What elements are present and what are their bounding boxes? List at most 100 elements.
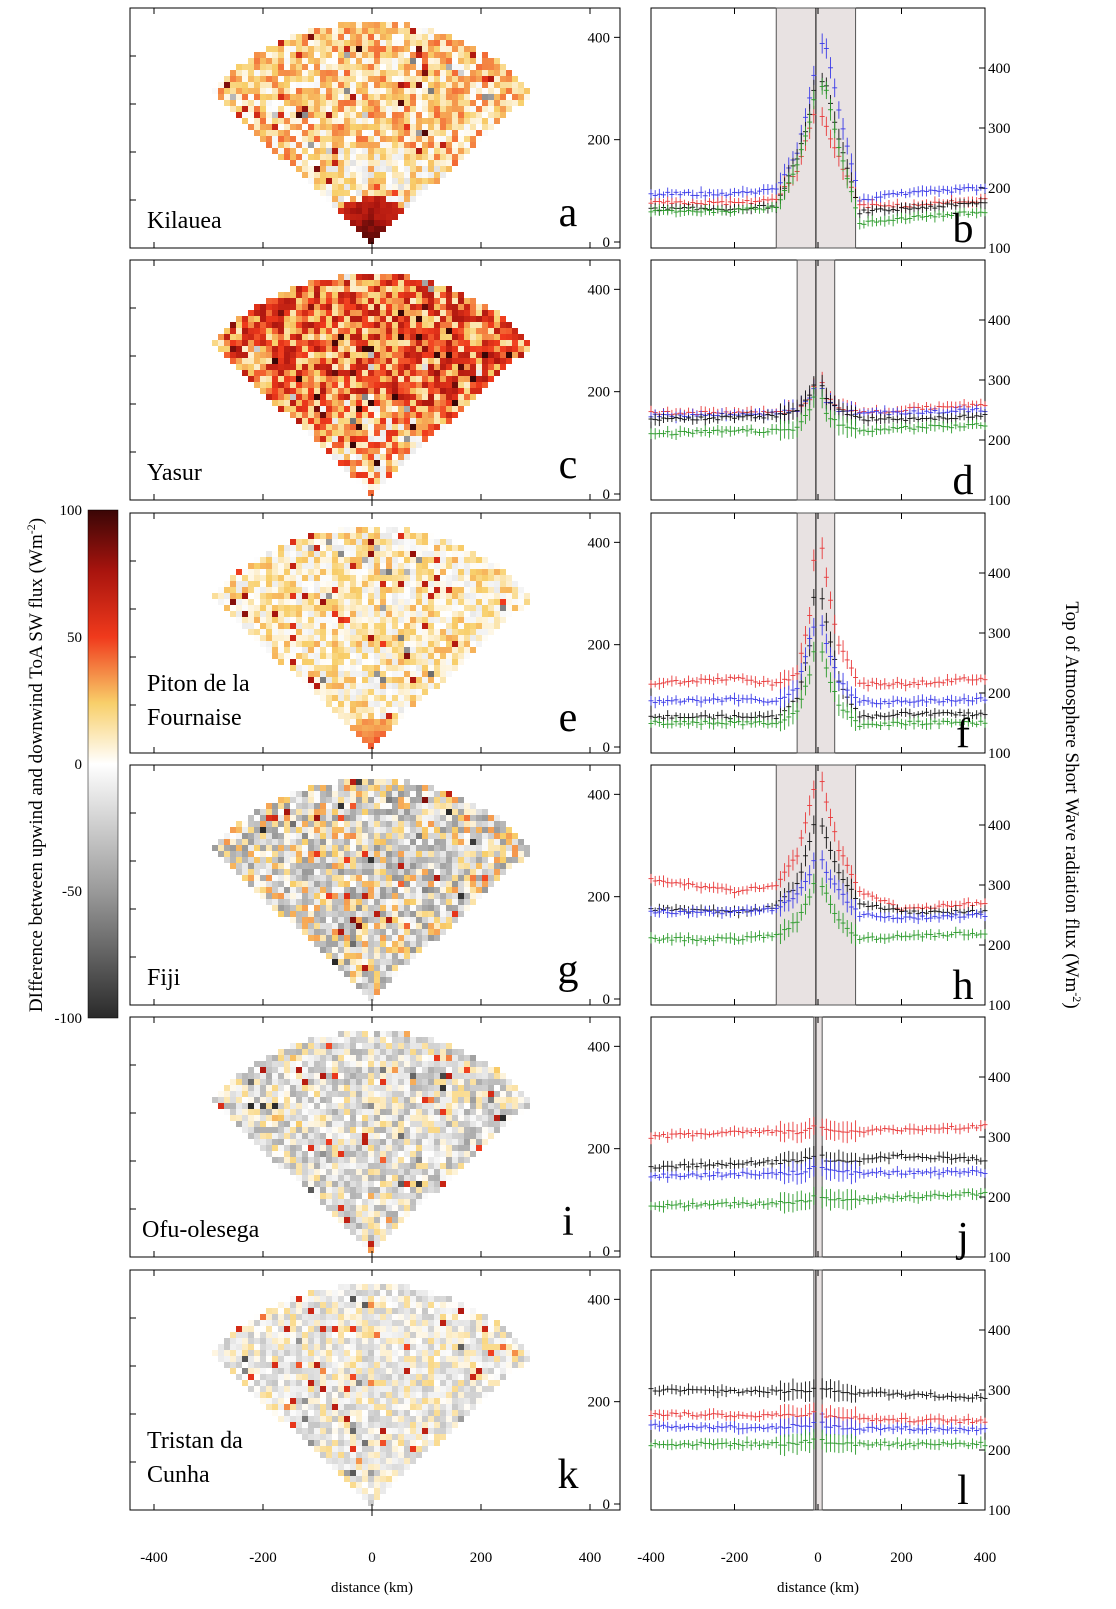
map-cell <box>296 118 302 124</box>
map-cell <box>440 677 446 683</box>
map-cell <box>338 340 344 346</box>
map-cell <box>278 617 284 623</box>
map-cell <box>440 328 446 334</box>
map-cell <box>374 196 380 202</box>
map-cell <box>386 436 392 442</box>
map-cell <box>284 148 290 154</box>
map-cell <box>452 599 458 605</box>
map-cell <box>368 400 374 406</box>
map-cell <box>320 352 326 358</box>
map-cell <box>284 545 290 551</box>
map-cell <box>296 82 302 88</box>
map-cell <box>350 214 356 220</box>
map-cell <box>368 484 374 490</box>
map-cell <box>500 88 506 94</box>
map-cell <box>470 629 476 635</box>
map-cell <box>488 581 494 587</box>
map-cell <box>302 58 308 64</box>
map-cell <box>416 671 422 677</box>
map-cell <box>410 629 416 635</box>
map-cell <box>410 82 416 88</box>
map-cell <box>356 70 362 76</box>
map-cell <box>356 184 362 190</box>
map-cell <box>374 641 380 647</box>
map-cell <box>362 623 368 629</box>
map-cell <box>254 593 260 599</box>
map-cell <box>278 623 284 629</box>
map-cell <box>464 388 470 394</box>
map-cell <box>272 569 278 575</box>
map-cell <box>260 124 266 130</box>
map-cell <box>404 340 410 346</box>
map-cell <box>290 545 296 551</box>
map-cell <box>350 659 356 665</box>
map-cell <box>482 376 488 382</box>
map-cell <box>428 34 434 40</box>
map-cell <box>446 346 452 352</box>
map-cell <box>272 100 278 106</box>
map-cell <box>284 388 290 394</box>
map-cell <box>374 376 380 382</box>
map-cell <box>272 551 278 557</box>
map-cell <box>356 527 362 533</box>
map-cell <box>308 64 314 70</box>
map-cell <box>314 539 320 545</box>
map-cell <box>464 358 470 364</box>
map-cell <box>302 88 308 94</box>
map-cell <box>458 406 464 412</box>
map-cell <box>422 569 428 575</box>
map-cell <box>236 605 242 611</box>
map-cell <box>404 106 410 112</box>
map-cell <box>446 629 452 635</box>
map-cell <box>380 76 386 82</box>
map-cell <box>440 599 446 605</box>
map-cell <box>404 611 410 617</box>
map-cell <box>332 454 338 460</box>
map-cell <box>308 310 314 316</box>
map-cell <box>302 172 308 178</box>
map-cell <box>416 316 422 322</box>
map-cell <box>308 611 314 617</box>
map-cell <box>392 370 398 376</box>
map-cell <box>374 707 380 713</box>
map-cell <box>332 442 338 448</box>
map-cell <box>374 424 380 430</box>
map-cell <box>332 557 338 563</box>
map-cell <box>416 346 422 352</box>
map-cell <box>356 472 362 478</box>
map-cell <box>260 382 266 388</box>
map-cell <box>320 406 326 412</box>
map-cell <box>500 581 506 587</box>
map-cell <box>500 575 506 581</box>
map-cell <box>470 382 476 388</box>
map-cell <box>320 28 326 34</box>
map-cell <box>344 46 350 52</box>
map-cell <box>350 136 356 142</box>
map-cell <box>320 683 326 689</box>
map-cell <box>320 52 326 58</box>
map-cell <box>488 629 494 635</box>
map-cell <box>338 707 344 713</box>
map-cell <box>362 112 368 118</box>
map-cell <box>434 671 440 677</box>
map-cell <box>320 58 326 64</box>
map-cell <box>380 605 386 611</box>
map-cell <box>248 340 254 346</box>
map-cell <box>386 88 392 94</box>
map-cell <box>464 394 470 400</box>
map-cell <box>374 713 380 719</box>
map-cell <box>410 430 416 436</box>
map-cell <box>428 394 434 400</box>
map-cell <box>290 100 296 106</box>
map-cell <box>266 611 272 617</box>
map-cell <box>278 154 284 160</box>
map-cell <box>410 106 416 112</box>
map-cell <box>428 611 434 617</box>
map-cell <box>338 46 344 52</box>
map-cell <box>434 587 440 593</box>
map-cell <box>344 442 350 448</box>
map-cell <box>524 94 530 100</box>
map-cell <box>440 641 446 647</box>
map-cell <box>320 34 326 40</box>
map-cell <box>350 292 356 298</box>
